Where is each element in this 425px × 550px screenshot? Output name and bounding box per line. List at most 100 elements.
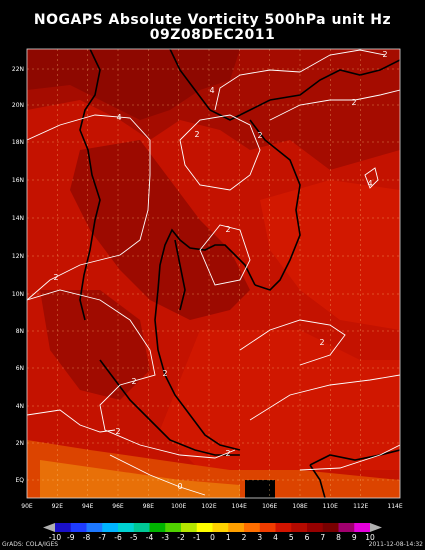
lon-tick-label: 94E — [82, 503, 94, 510]
lon-tick-label: 106E — [262, 503, 277, 510]
colorbar-label: -5 — [130, 533, 138, 542]
contour-label: 2 — [257, 131, 262, 140]
lat-tick-label: 20N — [12, 102, 24, 109]
missing-data-patch — [245, 480, 275, 498]
lat-axis: 22N 20N 18N 16N 14N 12N 10N 8N 6N 4N 2N … — [12, 66, 24, 484]
lon-tick-label: 114E — [387, 503, 402, 510]
field-mid-south — [160, 330, 400, 470]
lon-tick-label: 102E — [201, 503, 216, 510]
colorbar-swatch — [228, 523, 245, 532]
contour-label: 2 — [225, 449, 230, 458]
contour-label: 2 — [351, 98, 356, 107]
contour-label: 4 — [209, 86, 214, 95]
plot-area — [27, 49, 400, 498]
colorbar-swatch — [259, 523, 276, 532]
contour-label: 2 — [53, 273, 58, 282]
contour-label: 4 — [116, 113, 121, 122]
colorbar-label: 10 — [365, 533, 375, 542]
colorbar-arrow-left — [43, 523, 55, 532]
colorbar-label: 6 — [305, 533, 310, 542]
colorbar-swatch — [70, 523, 87, 532]
lat-tick-label: 6N — [16, 365, 24, 372]
contours — [27, 49, 400, 496]
lon-tick-label: 108E — [292, 503, 307, 510]
colorbar-label: -3 — [162, 533, 170, 542]
field-dark-center — [70, 140, 250, 320]
colorbar-label: 2 — [242, 533, 247, 542]
colorbar-label: -2 — [177, 533, 185, 542]
colorbar-swatch — [291, 523, 308, 532]
contour-labels: 2 4 2 2 4 2 4 2 2 2 2 2 2 2 0 — [53, 50, 387, 491]
colorbar-swatch — [275, 523, 292, 532]
colorbar-swatch — [196, 523, 213, 532]
lon-tick-label: 92E — [52, 503, 64, 510]
plot-frame — [26, 48, 401, 499]
colorbar-swatch — [86, 523, 103, 532]
colorbar-label: 3 — [257, 533, 262, 542]
contour-label: 2 — [319, 338, 324, 347]
field-mid-east — [260, 180, 400, 330]
colorbar-swatch — [165, 523, 182, 532]
lat-tick-label: EQ — [15, 477, 24, 484]
footer-timestamp: 2011-12-08-14:32 — [368, 541, 423, 548]
colorbar-swatch — [102, 523, 119, 532]
contour-label: 2 — [382, 50, 387, 59]
contour-label: 2 — [225, 225, 230, 234]
colorbar-label: 4 — [273, 533, 278, 542]
map-title: NOGAPS Absolute Vorticity 500hPa unit Hz — [33, 12, 392, 28]
lon-tick-label: 110E — [323, 503, 338, 510]
field-amber — [40, 460, 240, 498]
lon-tick-label: 96E — [112, 503, 124, 510]
colorbar-label: -4 — [146, 533, 154, 542]
colorbar-label: -10 — [49, 533, 61, 542]
colorbar-label: 0 — [210, 533, 215, 542]
colorbar-label: 7 — [320, 533, 325, 542]
map-datetime: 09Z08DEC2011 — [149, 27, 276, 43]
contour-label: 2 — [162, 369, 167, 378]
lat-tick-label: 18N — [12, 139, 24, 146]
colorbar-label: -9 — [67, 533, 75, 542]
field-dark-sea — [40, 290, 150, 400]
lon-tick-label: 112E — [353, 503, 368, 510]
lat-tick-label: 16N — [12, 177, 24, 184]
field-deep-west — [27, 49, 240, 120]
colorbar-label: 8 — [336, 533, 341, 542]
colorbar-swatch — [118, 523, 135, 532]
contour-label: 2 — [131, 377, 136, 386]
colorbar-swatch — [322, 523, 339, 532]
colorbar-label: 1 — [226, 533, 231, 542]
footer-credit: GrADS: COLA/IGES — [2, 541, 59, 548]
colorbar-label: 5 — [289, 533, 294, 542]
contour-label: 2 — [115, 427, 120, 436]
colorbar-swatch — [181, 523, 198, 532]
lat-tick-label: 14N — [12, 215, 24, 222]
colorbar-swatch — [354, 523, 371, 532]
lon-tick-label: 100E — [171, 503, 186, 510]
colorbar-swatch — [133, 523, 150, 532]
lat-tick-label: 4N — [16, 403, 24, 410]
colorbar-swatch — [244, 523, 261, 532]
lon-tick-label: 98E — [143, 503, 155, 510]
coastlines — [79, 49, 400, 498]
graticule — [27, 49, 400, 498]
lon-axis: 90E 92E 94E 96E 98E 100E 102E 104E 106E … — [21, 503, 403, 510]
colorbar-label: -8 — [83, 533, 91, 542]
contour-label: 0 — [177, 482, 182, 491]
colorbar-swatch — [338, 523, 355, 532]
colorbar-swatch — [149, 523, 166, 532]
colorbar-swatch — [55, 523, 72, 532]
lat-tick-label: 8N — [16, 328, 24, 335]
lat-tick-label: 2N — [16, 440, 24, 447]
lat-tick-label: 10N — [12, 291, 24, 298]
colorbar-label: -7 — [99, 533, 107, 542]
contour-label: 2 — [194, 130, 199, 139]
colorbar-label: -1 — [193, 533, 201, 542]
lon-tick-label: 90E — [21, 503, 33, 510]
lat-tick-label: 12N — [12, 253, 24, 260]
colorbar — [43, 523, 382, 532]
colorbar-labels: -10 -9 -8 -7 -6 -5 -4 -3 -2 -1 0 1 2 3 4 5 6 7 8 9 10 — [49, 533, 375, 542]
colorbar-swatch — [212, 523, 229, 532]
contour-label: 4 — [367, 179, 372, 188]
colorbar-label: 9 — [352, 533, 357, 542]
